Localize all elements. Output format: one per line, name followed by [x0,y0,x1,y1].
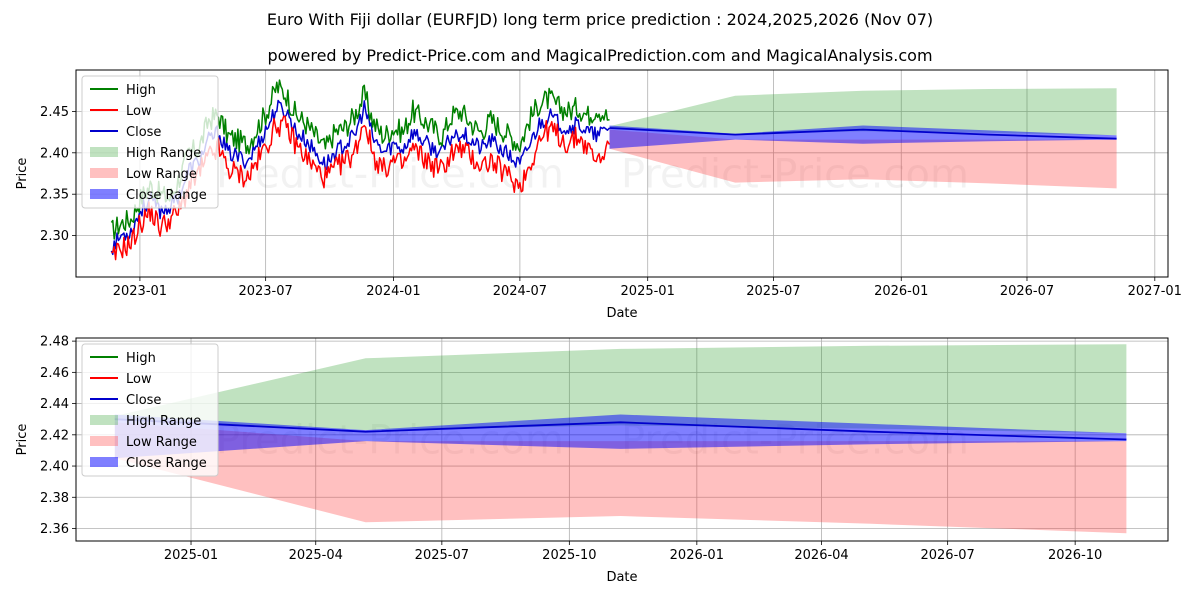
x-tick-label: 2025-01 [164,548,218,563]
y-tick-label: 2.35 [40,188,69,203]
legend-swatch-low-range [90,436,118,446]
legend-label: Close [126,393,161,408]
high-range-band [114,344,1127,434]
chart-subtitle: powered by Predict-Price.com and Magical… [267,46,933,65]
chart-title: Euro With Fiji dollar (EURFJD) long term… [266,10,934,29]
axes-frame [75,69,1169,278]
y-tick-label: 2.46 [40,366,69,381]
watermark: Predict-Price.com [621,152,969,198]
plot-area-top [110,79,1117,261]
plot-area-bottom [114,344,1127,534]
y-tick-label: 2.40 [40,146,69,161]
x-tick-label: 2026-10 [1048,548,1102,563]
plot-top: Predict-Price.com Predict-Price.com 2023-0… [15,69,1182,321]
x-tick-label: 2026-04 [794,548,848,563]
legend-swatch-close-range [90,189,118,199]
x-tick-label: 2025-10 [542,548,596,563]
high-range-band [609,88,1117,136]
y-tick-label: 2.38 [40,491,69,506]
low-range-band [609,129,1117,189]
y-axis-label: Price [15,424,30,456]
y-tick-label: 2.40 [40,460,69,475]
legend-swatch-high-range [90,415,118,425]
legend-label: High [126,351,156,366]
y-tick-label: 2.30 [40,229,69,244]
legend: High Low Close High Range Low Range Close Ran… [81,75,219,209]
low-range-band [114,422,1127,534]
x-tick-label: 2024-01 [366,284,420,299]
legend-label: Low Range [126,167,197,182]
legend-label: Close Range [126,188,207,203]
x-tick-label: 2026-07 [1000,284,1054,299]
x-tick-label: 2023-07 [238,284,292,299]
x-tick-label: 2023-01 [113,284,167,299]
y-tick-label: 2.48 [40,335,69,350]
legend-swatch-high-range [90,147,118,157]
x-axis-label: Date [606,306,637,321]
x-tick-label: 2025-07 [746,284,800,299]
close-range-band [609,125,1117,149]
close-forecast-line [609,127,1117,140]
legend-label: High Range [126,414,201,429]
legend: High Low Close High Range Low Range Close Ran… [81,343,219,477]
close-forecast-line [114,418,1127,441]
legend-label: High Range [126,146,201,161]
legend-swatch-close-range [90,457,118,467]
legend-label: Low Range [126,435,197,450]
y-axis-label: Price [15,158,30,190]
x-tick-label: 2024-07 [493,284,547,299]
y-tick-label: 2.42 [40,428,69,443]
legend-label: Close [126,125,161,140]
y-tick-label: 2.36 [40,522,69,537]
y-tick-label: 2.44 [40,397,69,412]
x-tick-label: 2025-07 [415,548,469,563]
x-tick-label: 2026-07 [920,548,974,563]
watermark: Predict-Price.com [216,152,564,198]
plot-bottom: Predict-Price.comPredict-Price.com2025-0… [15,335,1169,585]
x-tick-label: 2025-01 [621,284,675,299]
legend-label: Low [126,372,152,387]
axes-frame [75,337,1169,542]
legend-label: Close Range [126,456,207,471]
x-tick-label: 2026-01 [670,548,724,563]
close-range-band [114,414,1127,459]
legend-label: High [126,83,156,98]
x-tick-label: 2025-04 [289,548,343,563]
x-tick-label: 2027-01 [1128,284,1182,299]
legend-label: Low [126,104,152,119]
y-tick-label: 2.45 [40,105,69,120]
x-axis-label: Date [606,570,637,585]
x-tick-label: 2026-01 [874,284,928,299]
legend-swatch-low-range [90,168,118,178]
